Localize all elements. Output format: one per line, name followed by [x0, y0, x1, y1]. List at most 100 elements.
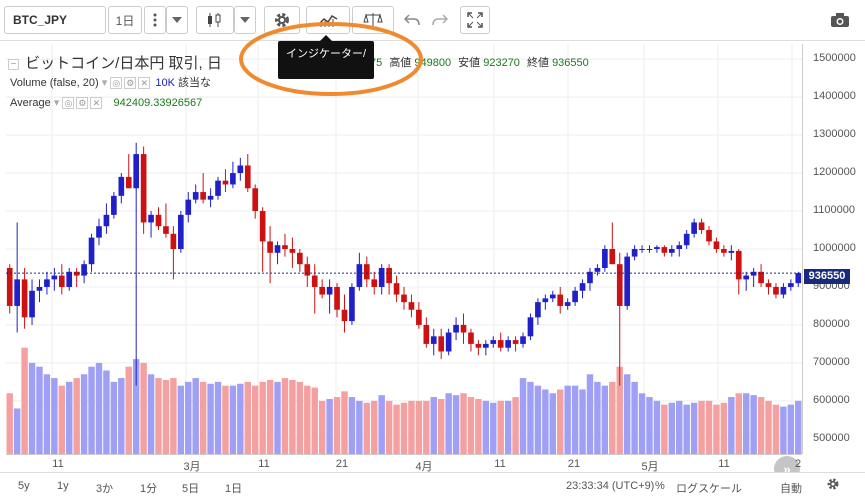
- candle-body: [549, 294, 556, 299]
- settings-button[interactable]: [264, 6, 300, 34]
- series-title: ビットコイン/日本円 取引, 日: [25, 55, 222, 72]
- candle-body: [363, 264, 370, 280]
- range-button[interactable]: 1y: [57, 480, 69, 492]
- volume-bar: [713, 404, 720, 454]
- screenshot-button[interactable]: [820, 6, 860, 34]
- x-tick-label: 11: [718, 458, 730, 470]
- range-button[interactable]: 3か: [96, 483, 114, 495]
- volume-settings-button[interactable]: ⚙: [124, 77, 137, 90]
- volume-dropdown-icon[interactable]: ▾: [101, 77, 108, 89]
- y-tick-label: 1400000: [813, 90, 856, 103]
- volume-bar: [371, 400, 378, 454]
- fullscreen-button[interactable]: [460, 6, 490, 34]
- candle-body: [624, 256, 631, 306]
- chart-settings-button[interactable]: [826, 477, 840, 494]
- volume-bar: [475, 398, 482, 454]
- volume-bar: [720, 402, 728, 454]
- x-tick-label: 21: [567, 458, 581, 470]
- candle-body: [222, 180, 229, 185]
- candle-body: [319, 286, 325, 295]
- redo-button[interactable]: [426, 6, 454, 34]
- low-value: 923270: [483, 57, 520, 69]
- volume-bar: [512, 397, 519, 454]
- log-scale-toggle[interactable]: ログスケール: [676, 483, 742, 495]
- chart-style-dropdown[interactable]: [234, 6, 256, 34]
- candle-body: [676, 245, 683, 249]
- volume-remove-button[interactable]: ✕: [138, 77, 151, 90]
- interval-button[interactable]: 1日: [108, 6, 142, 34]
- collapse-legend-button[interactable]: −: [8, 58, 19, 70]
- volume-bar: [564, 385, 571, 454]
- volume-bar: [787, 404, 795, 454]
- candle-body: [356, 264, 363, 287]
- volume-bar: [21, 347, 28, 454]
- undo-button[interactable]: [398, 6, 426, 34]
- candle-body: [237, 165, 244, 174]
- average-remove-button[interactable]: ✕: [90, 97, 103, 110]
- candle-body: [185, 199, 192, 215]
- candle-body: [215, 180, 221, 196]
- candle-body: [304, 264, 311, 276]
- volume-bar: [795, 400, 802, 454]
- candle-body: [274, 245, 281, 253]
- range-button[interactable]: 1日: [225, 483, 243, 495]
- candle-body: [698, 222, 705, 231]
- range-button[interactable]: 1分: [140, 483, 158, 495]
- candle-body: [416, 309, 422, 325]
- candle-body: [103, 214, 110, 227]
- candle-body: [267, 241, 273, 253]
- volume-bar: [601, 385, 609, 454]
- volume-bar: [95, 362, 103, 454]
- indicators-button[interactable]: [306, 6, 350, 34]
- candle-body: [728, 250, 735, 253]
- redo-icon: [432, 14, 448, 26]
- candle-body: [349, 286, 355, 322]
- candle-body: [579, 283, 586, 291]
- candle-body: [721, 249, 727, 253]
- volume-bar: [341, 391, 348, 454]
- candle-body: [58, 275, 65, 287]
- volume-bar: [742, 393, 750, 454]
- volume-bar: [549, 393, 557, 454]
- volume-bar: [281, 378, 289, 454]
- average-hide-button[interactable]: ◎: [62, 97, 75, 110]
- volume-bar: [609, 381, 616, 454]
- x-tick-label: 11: [494, 458, 506, 470]
- candle-body: [334, 286, 340, 310]
- candle-body: [118, 176, 125, 196]
- range-button[interactable]: 5y: [18, 480, 30, 492]
- range-button[interactable]: 5日: [182, 483, 200, 495]
- candle-body: [311, 275, 318, 287]
- volume-hide-button[interactable]: ◎: [110, 77, 123, 90]
- percent-toggle[interactable]: %: [655, 480, 665, 492]
- volume-bar: [13, 408, 21, 454]
- symbol-search-button[interactable]: BTC_JPY: [4, 6, 106, 34]
- volume-bar: [125, 366, 132, 454]
- average-settings-button[interactable]: ⚙: [76, 97, 89, 110]
- volume-suffix: 該当な: [178, 77, 212, 89]
- candle-body: [192, 192, 199, 200]
- average-dropdown-icon[interactable]: ▾: [53, 97, 60, 109]
- chart-pane[interactable]: − ビットコイン/日本円 取引, 日 75 高値 949800 安値 92327…: [6, 44, 802, 482]
- interval-dropdown-button[interactable]: [166, 6, 188, 34]
- price-chart[interactable]: [6, 44, 802, 454]
- candle-body: [773, 286, 779, 295]
- chart-style-button[interactable]: [196, 6, 234, 34]
- volume-bar: [28, 362, 36, 454]
- candle-body: [475, 343, 482, 348]
- interval-menu-button[interactable]: [144, 6, 166, 34]
- y-tick-label: 1100000: [813, 204, 856, 217]
- series-legend: − ビットコイン/日本円 取引, 日: [8, 52, 222, 73]
- bottom-toolbar: 5y 1y 3か 1分 5日 1日 23:33:34 (UTC+9) % ログスケール 自…: [0, 472, 865, 504]
- candle-body: [602, 249, 608, 268]
- price-axis[interactable]: 1500000 1400000 1300000 1200000 1100000 10000…: [802, 44, 865, 454]
- camera-icon: [831, 13, 849, 27]
- compare-button[interactable]: [352, 6, 394, 34]
- candle-body: [594, 267, 601, 272]
- volume-bar: [222, 385, 229, 454]
- volume-bar: [527, 381, 534, 454]
- auto-scale-toggle[interactable]: 自動: [780, 483, 802, 495]
- volume-bar: [356, 400, 363, 454]
- time-axis[interactable]: 11 3月 11 21 4月 11 21 5月 11 2: [6, 454, 802, 473]
- candle-body: [683, 233, 690, 246]
